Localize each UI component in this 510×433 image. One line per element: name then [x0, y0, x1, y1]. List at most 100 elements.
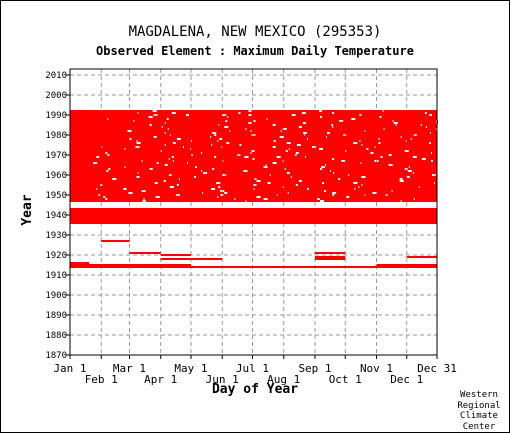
- y-tick-label: 1970: [45, 151, 67, 161]
- data-mark: [109, 154, 191, 156]
- data-mark: [379, 138, 411, 140]
- data-mark: [171, 174, 223, 176]
- data-mark: [218, 196, 257, 198]
- x-tick-label: Dec 31: [417, 362, 457, 375]
- data-mark: [216, 156, 245, 158]
- data-mark: [70, 212, 437, 214]
- data-mark: [406, 140, 437, 142]
- data-mark: [70, 218, 437, 220]
- data-mark: [145, 190, 221, 192]
- data-mark: [70, 266, 437, 268]
- data-mark: [416, 134, 437, 136]
- data-mark: [101, 240, 130, 242]
- data-mark: [334, 158, 422, 160]
- data-mark: [197, 166, 264, 168]
- data-mark: [165, 144, 212, 146]
- data-mark: [359, 186, 419, 188]
- data-mark: [227, 192, 288, 194]
- data-mark: [324, 182, 354, 184]
- data-mark: [281, 130, 365, 132]
- data-mark: [419, 186, 437, 188]
- data-mark: [70, 222, 437, 224]
- data-mark: [108, 118, 167, 120]
- data-mark: [255, 120, 340, 122]
- data-mark: [254, 188, 307, 190]
- data-mark: [297, 184, 362, 186]
- chart-subtitle: Observed Element : Maximum Daily Tempera…: [96, 44, 414, 58]
- data-mark: [267, 198, 318, 200]
- data-mark: [190, 148, 289, 150]
- data-mark: [336, 192, 373, 194]
- data-mark: [435, 174, 437, 176]
- data-mark: [216, 134, 252, 136]
- data-mark: [157, 182, 217, 184]
- data-mark: [70, 164, 165, 166]
- data-mark: [267, 118, 352, 120]
- data-mark: [286, 128, 384, 130]
- data-mark: [267, 166, 322, 168]
- data-mark: [125, 148, 190, 150]
- data-mark: [168, 118, 267, 120]
- data-mark: [70, 126, 162, 128]
- data-mark: [307, 138, 379, 140]
- data-mark: [326, 190, 392, 192]
- data-mark: [105, 196, 156, 198]
- data-mark: [401, 200, 437, 202]
- data-mark: [305, 112, 333, 114]
- data-mark: [129, 252, 161, 254]
- data-mark: [283, 160, 342, 162]
- data-mark: [214, 168, 285, 170]
- data-mark: [70, 262, 90, 264]
- data-mark: [70, 110, 153, 112]
- data-mark: [168, 128, 246, 130]
- data-mark: [355, 188, 437, 190]
- data-mark: [368, 148, 437, 150]
- data-mark: [361, 162, 437, 164]
- data-mark: [125, 166, 196, 168]
- data-mark: [134, 120, 226, 122]
- data-mark: [152, 168, 213, 170]
- data-mark: [179, 194, 221, 196]
- data-mark: [219, 124, 273, 126]
- data-mark: [413, 172, 437, 174]
- data-mark: [70, 264, 191, 266]
- credit-line: Center: [462, 421, 496, 432]
- y-tick-label: 1870: [45, 351, 67, 361]
- data-mark: [397, 122, 436, 124]
- data-mark: [70, 176, 137, 178]
- data-mark: [70, 122, 165, 124]
- y-tick-label: 2010: [45, 71, 67, 81]
- data-mark: [226, 114, 249, 116]
- data-mark: [376, 192, 437, 194]
- data-mark: [251, 152, 296, 154]
- data-mark: [228, 116, 321, 118]
- data-mark: [334, 172, 413, 174]
- data-mark: [202, 152, 251, 154]
- data-mark: [409, 176, 437, 178]
- data-mark: [254, 150, 286, 152]
- data-mark: [248, 156, 277, 158]
- data-mark: [230, 130, 251, 132]
- data-mark: [251, 130, 281, 132]
- data-mark: [240, 154, 295, 156]
- data-mark: [131, 138, 177, 140]
- x-tick-label: Jul 1: [236, 362, 269, 375]
- data-mark: [144, 198, 235, 200]
- y-tick-label: 1960: [45, 171, 67, 181]
- data-mark: [220, 186, 283, 188]
- x-tick-label: Mar 1: [113, 362, 146, 375]
- data-mark: [180, 138, 220, 140]
- y-tick-label: 1890: [45, 311, 67, 321]
- data-mark: [70, 146, 102, 148]
- data-mark: [322, 110, 383, 112]
- x-axis-label: Day of Year: [211, 382, 299, 397]
- data-mark: [70, 182, 155, 184]
- data-mark: [426, 126, 437, 128]
- data-mark: [280, 156, 305, 158]
- data-mark: [360, 140, 406, 142]
- data-mark: [355, 118, 437, 120]
- y-tick-label: 1930: [45, 231, 67, 241]
- data-mark: [70, 188, 97, 190]
- data-mark: [333, 124, 396, 126]
